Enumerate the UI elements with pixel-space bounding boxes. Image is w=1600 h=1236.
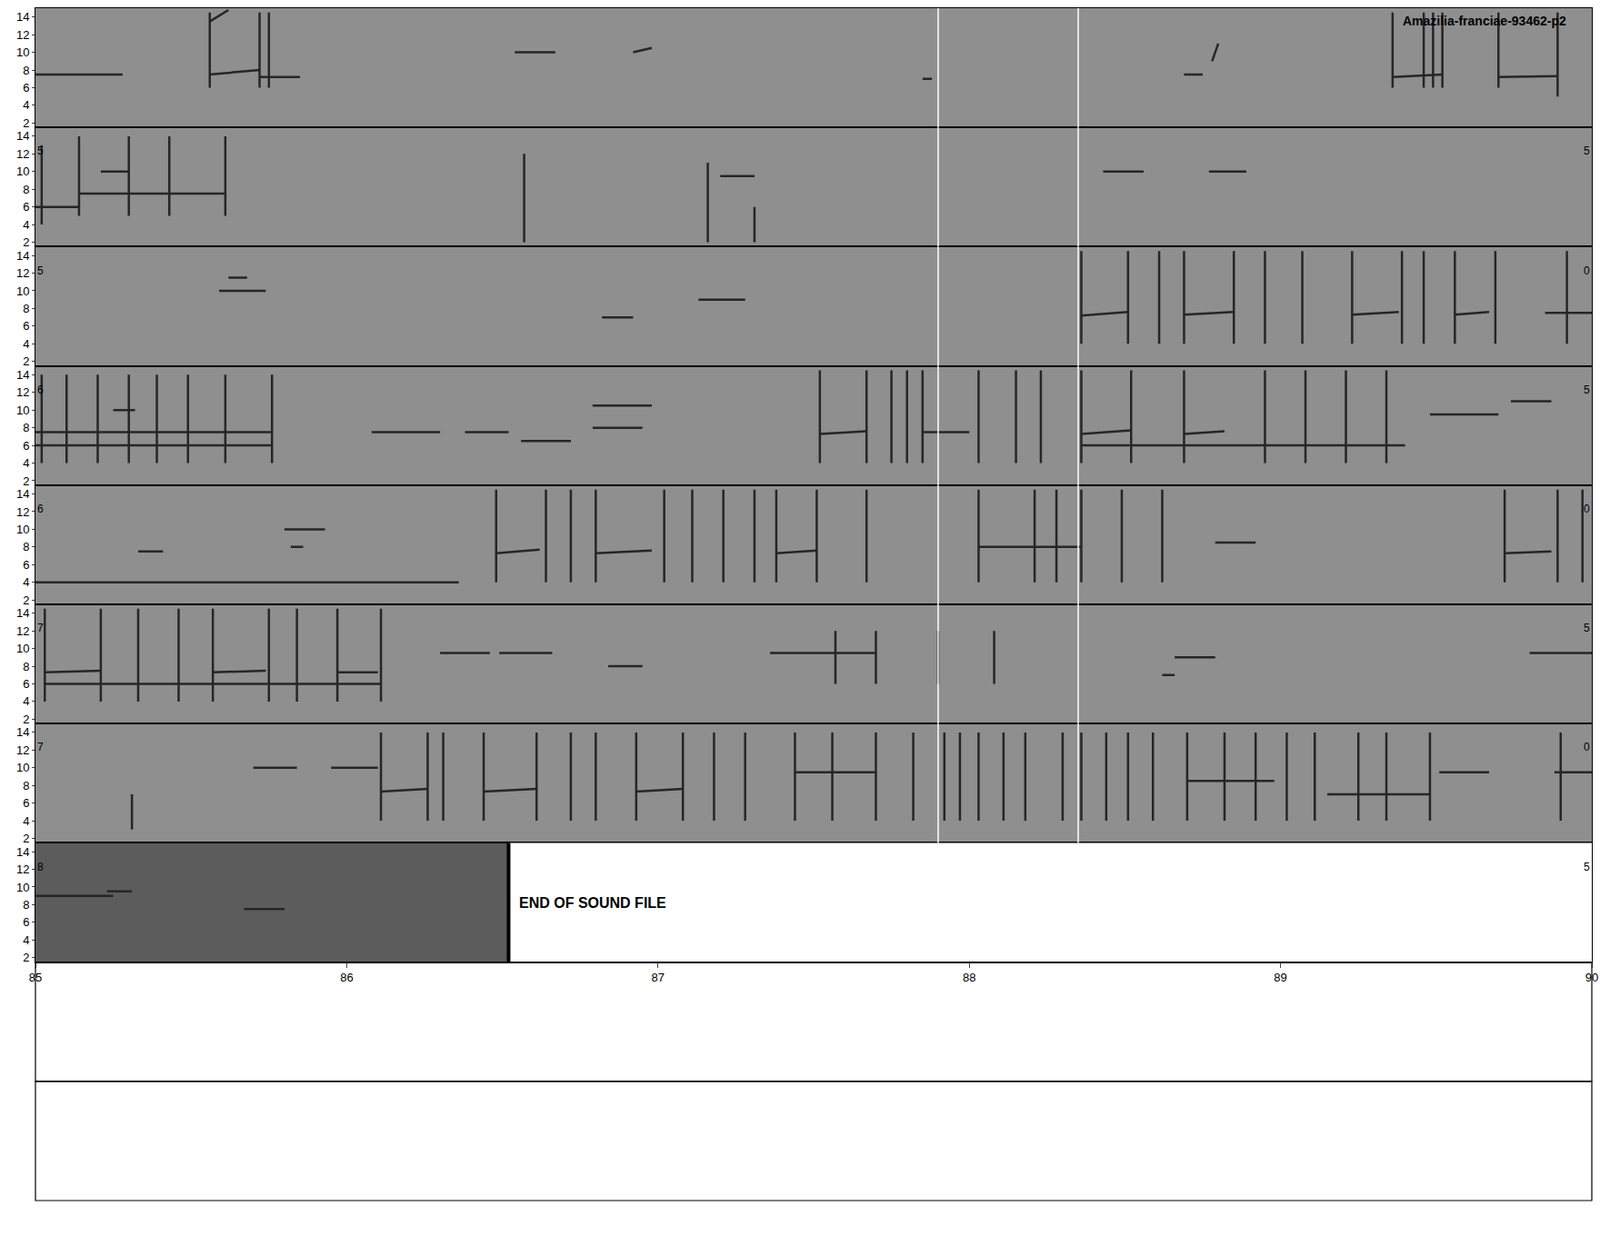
svg-text:7: 7	[37, 621, 44, 635]
svg-text:2: 2	[22, 235, 30, 250]
svg-text:4: 4	[22, 337, 30, 351]
svg-text:8: 8	[22, 63, 30, 78]
svg-text:Amazilia-franciae-93462-p2: Amazilia-franciae-93462-p2	[1402, 13, 1567, 29]
svg-text:10: 10	[16, 760, 30, 775]
svg-text:8: 8	[22, 182, 30, 197]
svg-text:85: 85	[29, 970, 42, 985]
svg-text:6: 6	[22, 796, 30, 810]
svg-text:14: 14	[16, 129, 30, 143]
svg-text:END OF SOUND FILE: END OF SOUND FILE	[519, 895, 667, 911]
svg-text:10: 10	[16, 880, 30, 895]
svg-text:14: 14	[16, 487, 30, 501]
svg-text:12: 12	[16, 862, 30, 877]
svg-text:12: 12	[16, 266, 30, 280]
svg-text:6: 6	[22, 677, 30, 691]
svg-text:88: 88	[962, 970, 976, 985]
svg-text:10: 10	[16, 641, 30, 656]
svg-text:4: 4	[22, 218, 30, 232]
svg-text:0: 0	[1583, 740, 1590, 754]
svg-text:5: 5	[37, 144, 44, 158]
svg-text:6: 6	[22, 200, 30, 214]
svg-text:6: 6	[37, 383, 44, 397]
svg-text:6: 6	[37, 502, 44, 516]
svg-text:4: 4	[22, 933, 30, 948]
svg-text:89: 89	[1273, 970, 1287, 985]
svg-text:10: 10	[16, 45, 30, 60]
svg-text:6: 6	[22, 558, 30, 572]
svg-text:10: 10	[16, 284, 30, 299]
svg-text:5: 5	[37, 264, 44, 278]
svg-text:86: 86	[340, 970, 353, 985]
svg-text:12: 12	[16, 385, 30, 400]
svg-text:14: 14	[16, 249, 30, 263]
svg-text:0: 0	[1583, 264, 1590, 278]
svg-text:12: 12	[16, 743, 30, 758]
svg-text:14: 14	[16, 845, 30, 860]
svg-text:5: 5	[1583, 860, 1590, 874]
svg-text:2: 2	[22, 473, 30, 488]
svg-text:8: 8	[22, 779, 30, 793]
svg-text:2: 2	[22, 354, 30, 369]
svg-text:87: 87	[651, 970, 665, 985]
svg-text:14: 14	[16, 606, 30, 620]
svg-text:6: 6	[22, 439, 30, 453]
svg-text:8: 8	[22, 898, 30, 912]
svg-text:6: 6	[22, 80, 30, 95]
svg-text:12: 12	[16, 624, 30, 639]
svg-text:2: 2	[22, 593, 30, 608]
svg-text:14: 14	[16, 368, 30, 382]
svg-text:10: 10	[16, 403, 30, 418]
svg-text:5: 5	[1583, 621, 1590, 635]
svg-text:12: 12	[16, 28, 30, 42]
svg-text:2: 2	[22, 712, 30, 727]
svg-text:8: 8	[22, 540, 30, 554]
svg-text:12: 12	[16, 147, 30, 161]
svg-text:0: 0	[1583, 502, 1590, 516]
svg-text:2: 2	[22, 831, 30, 846]
svg-text:4: 4	[22, 814, 30, 829]
svg-text:7: 7	[37, 740, 44, 754]
svg-text:10: 10	[16, 164, 30, 179]
svg-text:2: 2	[22, 950, 30, 965]
svg-text:8: 8	[22, 301, 30, 316]
svg-text:6: 6	[22, 319, 30, 333]
svg-text:8: 8	[22, 420, 30, 435]
svg-text:4: 4	[22, 98, 30, 112]
svg-text:12: 12	[16, 505, 30, 520]
svg-text:8: 8	[37, 860, 44, 874]
svg-text:2: 2	[22, 116, 30, 130]
svg-text:6: 6	[22, 915, 30, 930]
svg-text:14: 14	[16, 725, 30, 740]
svg-text:8: 8	[22, 660, 30, 674]
svg-text:5: 5	[1583, 144, 1590, 158]
svg-text:10: 10	[16, 522, 30, 537]
svg-text:4: 4	[22, 456, 30, 470]
svg-text:14: 14	[16, 10, 30, 24]
svg-text:90: 90	[1585, 970, 1599, 985]
svg-text:5: 5	[1583, 383, 1590, 397]
svg-text:4: 4	[22, 694, 30, 709]
svg-text:4: 4	[22, 575, 30, 590]
